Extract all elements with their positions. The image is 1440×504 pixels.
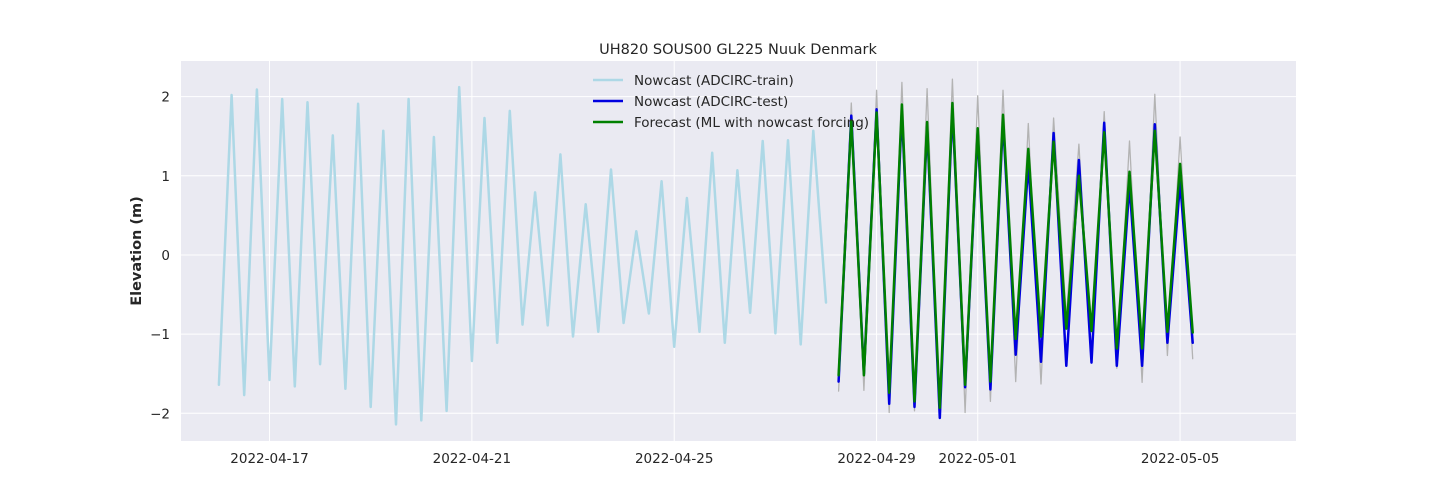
series-layer <box>217 78 1194 426</box>
y-axis-label: Elevation (m) <box>129 196 145 306</box>
y-tick-label: 2 <box>161 90 170 106</box>
x-tick-label: 2022-05-05 <box>1141 451 1219 467</box>
legend-label: Forecast (ML with nowcast forcing) <box>634 115 869 131</box>
y-tick-label: 0 <box>161 248 170 264</box>
series-line-4 <box>837 101 1194 410</box>
y-tick-label: 1 <box>161 169 170 185</box>
series-line-1 <box>217 85 828 426</box>
x-tick-label: 2022-04-25 <box>635 451 713 467</box>
y-tick-label: −2 <box>150 406 170 422</box>
chart-title: UH820 SOUS00 GL225 Nuuk Denmark <box>599 42 877 58</box>
legend-label: Nowcast (ADCIRC-test) <box>634 94 788 110</box>
legend-label: Nowcast (ADCIRC-train) <box>634 73 794 89</box>
x-tick-label: 2022-04-21 <box>433 451 511 467</box>
x-tick-label: 2022-04-17 <box>230 451 308 467</box>
y-tick-label: −1 <box>150 327 170 343</box>
x-tick-label: 2022-05-01 <box>938 451 1016 467</box>
x-tick-label: 2022-04-29 <box>837 451 915 467</box>
x-tick-labels: 2022-04-17 2022-04-21 2022-04-25 2022-04-29… <box>230 451 1219 467</box>
legend: Nowcast (ADCIRC-train) Nowcast (ADCIRC-te… <box>593 73 869 131</box>
y-tick-labels: −2 −1 0 1 2 <box>150 90 170 423</box>
